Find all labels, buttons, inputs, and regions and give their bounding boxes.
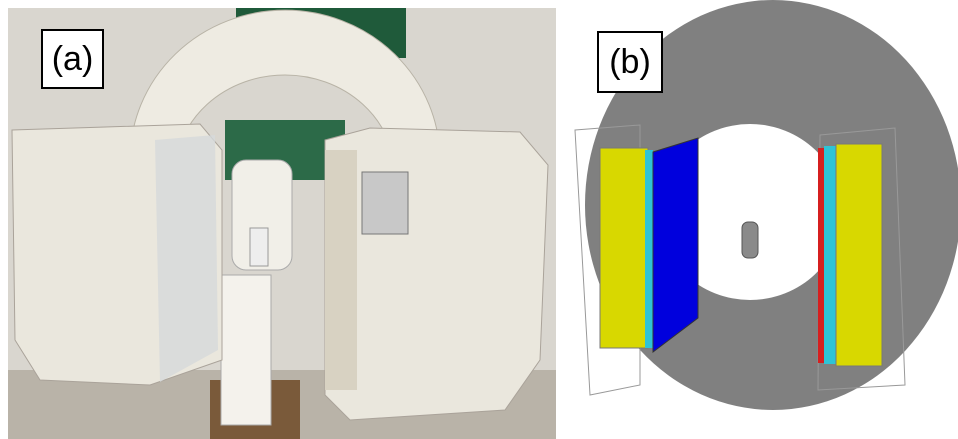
figure: (a) (b) xyxy=(0,0,958,439)
panel-label: (b) xyxy=(609,43,651,81)
panel-b: (b) xyxy=(575,0,958,410)
left-layer-cyan xyxy=(645,150,653,348)
left-crystal xyxy=(600,148,648,348)
right-collimator xyxy=(325,150,357,390)
tape-patch xyxy=(362,172,408,234)
panel-label: (a) xyxy=(52,40,94,78)
right-layer-cyan xyxy=(824,146,836,364)
right-crystal xyxy=(836,144,882,366)
phantom xyxy=(742,222,758,258)
panel-a: (a) xyxy=(8,8,556,439)
page: (a) (b) (() => { const data = JSON.parse… xyxy=(0,0,958,439)
phantom-cylinder xyxy=(250,228,268,266)
right-detector-head xyxy=(325,128,548,420)
left-collimator xyxy=(653,138,698,352)
left-collimator xyxy=(155,135,218,382)
phantom-block xyxy=(221,275,271,425)
right-layer-red xyxy=(818,148,824,363)
